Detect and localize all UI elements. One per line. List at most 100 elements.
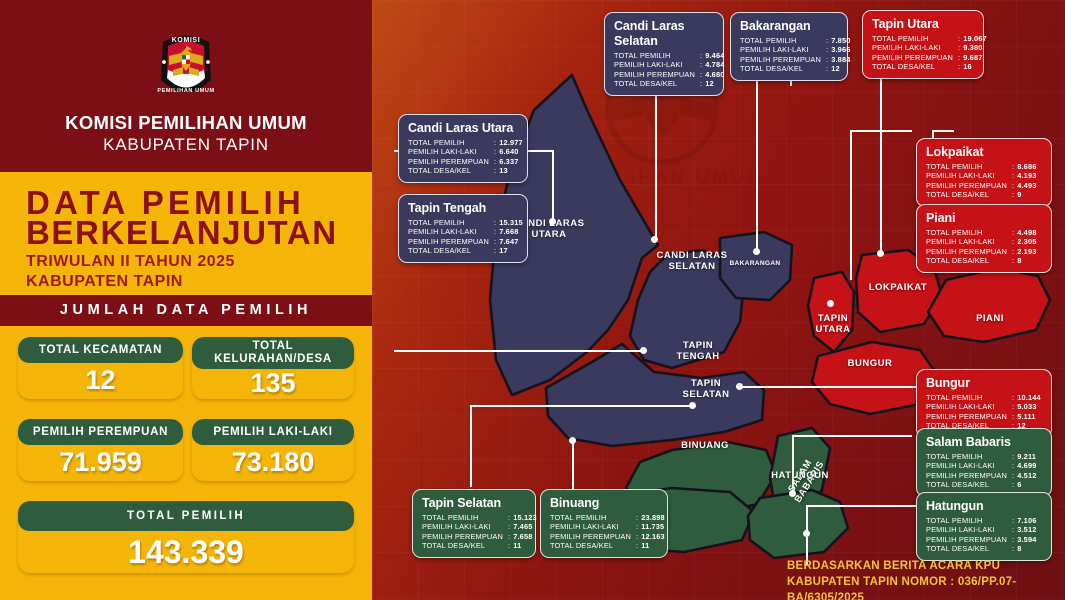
- connector-binuang-a: [572, 440, 574, 492]
- map-label-lokpaikat: LOKPAIKAT: [868, 282, 928, 293]
- connector-dot-hatungun: [803, 530, 810, 537]
- map-region-tapin-utara: [806, 270, 856, 354]
- card-field-label: TOTAL DESA/KEL: [926, 189, 990, 199]
- card-field-value: 6.337: [499, 156, 519, 166]
- stat-value: 12: [85, 365, 116, 395]
- card-colon: :: [1012, 255, 1015, 265]
- card-colon: :: [636, 540, 639, 550]
- card-colon: :: [1012, 420, 1015, 430]
- card-field-label: TOTAL PEMILIH: [872, 34, 929, 43]
- card-field-value: 6.640: [499, 147, 519, 157]
- card-field-label: PEMILIH PEREMPUAN: [926, 246, 1007, 256]
- card-colon: :: [636, 531, 639, 541]
- card-field-value: 11.735: [641, 522, 665, 532]
- footer-note: BERDASARKAN BERITA ACARA KPU KABUPATEN T…: [787, 558, 1065, 600]
- card-field-value: 8: [1017, 543, 1022, 553]
- stat-value: 71.959: [59, 447, 142, 477]
- info-card-candi-laras-selatan[interactable]: Candi Laras Selatan TOTAL PEMILIH:9.464 …: [604, 12, 725, 97]
- card-title: Hatungun: [926, 499, 984, 513]
- card-field-label: PEMILIH PEREMPUAN: [614, 69, 695, 79]
- svg-text:PEMILIHAN UMUM: PEMILIHAN UMUM: [157, 88, 214, 94]
- card-field-value: 19.067: [963, 34, 987, 43]
- card-field-label: TOTAL PEMILIH: [550, 513, 607, 522]
- connector-bungur: [740, 386, 918, 388]
- connector-hatungun-b: [806, 505, 916, 507]
- card-colon: :: [1012, 534, 1015, 544]
- card-field-label: PEMILIH PEREMPUAN: [408, 156, 489, 166]
- svg-text:KOMISI: KOMISI: [172, 37, 201, 44]
- card-field-value: 4.512: [1017, 470, 1037, 480]
- card-colon: :: [1012, 461, 1015, 471]
- info-card-salam-babaris[interactable]: Salam Babaris TOTAL PEMILIH:9.211 PEMILI…: [916, 428, 1052, 498]
- card-colon: :: [1012, 516, 1015, 525]
- card-field-value: 3.594: [1017, 534, 1037, 544]
- card-field-value: 4.493: [1017, 180, 1037, 190]
- card-field-value: 4.784: [705, 60, 725, 70]
- info-card-tapin-tengah[interactable]: Tapin Tengah TOTAL PEMILIH:15.315 PEMILI…: [398, 194, 528, 264]
- card-field-label: PEMILIH PEREMPUAN: [740, 54, 821, 64]
- organization-region: KABUPATEN TAPIN: [103, 135, 269, 154]
- card-field-label: PEMILIH LAKI-LAKI: [926, 171, 995, 181]
- map-label-binuang: BINUANG: [681, 440, 729, 451]
- info-card-piani[interactable]: Piani TOTAL PEMILIH:4.498 PEMILIH LAKI-L…: [916, 204, 1052, 274]
- info-card-tapin-utara[interactable]: Tapin Utara TOTAL PEMILIH:19.067 PEMILIH…: [862, 10, 987, 80]
- map-region-piani: [926, 266, 1052, 344]
- info-card-bungur[interactable]: Bungur TOTAL PEMILIH:10.144 PEMILIH LAKI…: [916, 369, 1052, 439]
- card-field-value: 8: [1017, 255, 1022, 265]
- card-field-label: PEMILIH LAKI-LAKI: [926, 237, 995, 247]
- card-field-label: PEMILIH LAKI-LAKI: [422, 522, 491, 532]
- stat-label: TOTAL KELURAHAN/DESA: [192, 337, 354, 369]
- card-field-value: 6: [1017, 479, 1022, 489]
- card-colon: :: [494, 147, 497, 157]
- card-colon: :: [508, 540, 511, 550]
- card-field-label: PEMILIH LAKI-LAKI: [550, 522, 619, 532]
- stat-total-pemilih: TOTAL PEMILIH 143.339: [18, 501, 354, 573]
- card-colon: :: [494, 227, 497, 237]
- card-colon: :: [1012, 402, 1015, 412]
- connector-tapin-tengah: [394, 350, 644, 352]
- card-field-label: PEMILIH PEREMPUAN: [422, 531, 503, 541]
- card-field-label: PEMILIH LAKI-LAKI: [926, 525, 995, 535]
- card-field-label: TOTAL PEMILIH: [926, 516, 983, 525]
- connector-lokpaikat-top: [880, 78, 882, 254]
- connector-tapin-selatan-a: [470, 405, 472, 487]
- card-field-value: 9.211: [1017, 452, 1037, 461]
- card-field-value: 2.193: [1017, 246, 1037, 256]
- card-colon: :: [700, 78, 703, 88]
- card-field-value: 4.498: [1017, 228, 1037, 237]
- card-field-label: PEMILIH PEREMPUAN: [926, 411, 1007, 421]
- card-field-label: PEMILIH LAKI-LAKI: [926, 461, 995, 471]
- card-field-value: 17: [499, 245, 508, 255]
- info-card-hatungun[interactable]: Hatungun TOTAL PEMILIH:7.106 PEMILIH LAK…: [916, 492, 1052, 562]
- card-field-label: PEMILIH LAKI-LAKI: [408, 227, 477, 237]
- info-card-tapin-selatan[interactable]: Tapin Selatan TOTAL PEMILIH:15.123 PEMIL…: [412, 489, 537, 559]
- connector-dot-candi-laras-selatan: [651, 236, 658, 243]
- card-colon: :: [700, 51, 703, 60]
- card-field-value: 4.699: [1017, 461, 1037, 471]
- card-colon: :: [508, 531, 511, 541]
- stat-total-kecamatan: TOTAL KECAMATAN 12: [18, 337, 183, 399]
- card-field-label: TOTAL PEMILIH: [926, 393, 983, 402]
- info-card-lokpaikat[interactable]: Lokpaikat TOTAL PEMILIH:8.686 PEMILIH LA…: [916, 138, 1052, 208]
- card-field-value: 4.680: [705, 69, 725, 79]
- info-card-candi-laras-utara[interactable]: Candi Laras Utara TOTAL PEMILIH:12.977 P…: [398, 114, 528, 184]
- card-colon: :: [1012, 470, 1015, 480]
- card-field-label: TOTAL PEMILIH: [422, 513, 479, 522]
- card-field-label: TOTAL DESA/KEL: [926, 420, 990, 430]
- stat-value: 73.180: [231, 447, 315, 477]
- card-field-label: PEMILIH PEREMPUAN: [872, 52, 953, 62]
- card-field-label: TOTAL PEMILIH: [408, 138, 465, 147]
- card-field-value: 8.686: [1017, 162, 1037, 171]
- connector-dot-tapin-utara: [827, 300, 834, 307]
- card-title: Candi Laras Utara: [408, 121, 514, 135]
- card-colon: :: [508, 513, 511, 522]
- info-card-bakarangan[interactable]: Bakarangan TOTAL PEMILIH:7.850 PEMILIH L…: [730, 12, 850, 82]
- stat-label-text: TOTAL KELURAHAN/DESA: [214, 340, 332, 365]
- card-colon: :: [494, 218, 497, 227]
- stat-value: 143.339: [128, 534, 244, 570]
- card-colon: :: [494, 165, 497, 175]
- info-card-binuang[interactable]: Binuang TOTAL PEMILIH:23.898 PEMILIH LAK…: [540, 489, 668, 559]
- card-title: Tapin Utara: [872, 17, 939, 31]
- stat-total-kelurahan-desa: TOTAL KELURAHAN/DESA 135: [192, 337, 354, 399]
